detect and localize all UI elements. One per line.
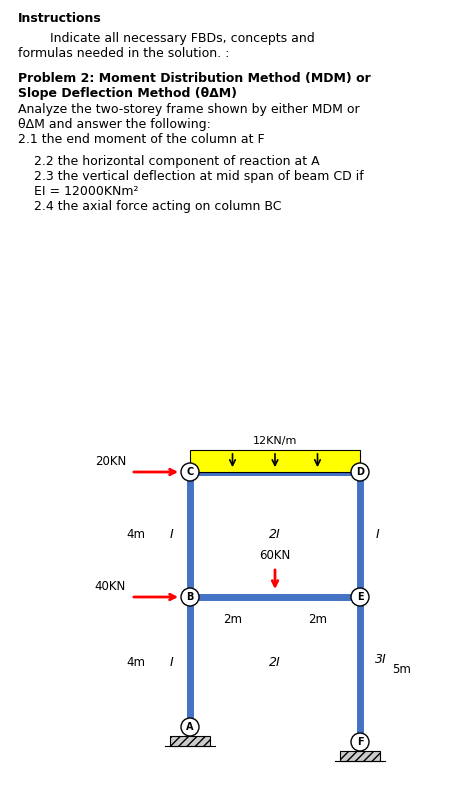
Text: 2m: 2m bbox=[308, 613, 327, 626]
Text: F: F bbox=[357, 737, 363, 747]
Text: 12KN/m: 12KN/m bbox=[253, 436, 297, 446]
Bar bbox=[340, 751, 380, 761]
Bar bbox=[170, 736, 210, 746]
Text: 2.2 the horizontal component of reaction at A: 2.2 the horizontal component of reaction… bbox=[18, 155, 319, 168]
Text: I: I bbox=[170, 656, 174, 668]
Text: 2m: 2m bbox=[223, 613, 242, 626]
Text: 2.4 the axial force acting on column BC: 2.4 the axial force acting on column BC bbox=[18, 200, 282, 213]
Text: Slope Deflection Method (θΔM): Slope Deflection Method (θΔM) bbox=[18, 87, 237, 100]
Text: 60KN: 60KN bbox=[259, 549, 291, 562]
Circle shape bbox=[351, 733, 369, 751]
Circle shape bbox=[351, 463, 369, 481]
Text: formulas needed in the solution. :: formulas needed in the solution. : bbox=[18, 47, 229, 60]
Text: D: D bbox=[356, 467, 364, 477]
Text: 5m: 5m bbox=[392, 663, 411, 676]
Text: EI = 12000KNm²: EI = 12000KNm² bbox=[18, 185, 138, 198]
Circle shape bbox=[181, 588, 199, 606]
Text: Indicate all necessary FBDs, concepts and: Indicate all necessary FBDs, concepts an… bbox=[18, 32, 315, 45]
Text: C: C bbox=[186, 467, 193, 477]
Circle shape bbox=[181, 463, 199, 481]
Text: 4m: 4m bbox=[126, 656, 145, 668]
Text: B: B bbox=[186, 592, 194, 602]
Text: 2I: 2I bbox=[269, 656, 281, 668]
Text: θΔM and answer the following:: θΔM and answer the following: bbox=[18, 118, 211, 131]
Text: 2I: 2I bbox=[269, 528, 281, 541]
Circle shape bbox=[181, 718, 199, 736]
Text: I: I bbox=[170, 528, 174, 541]
Text: Instructions: Instructions bbox=[18, 12, 102, 25]
Bar bbox=[190, 450, 360, 472]
Text: Problem 2: Moment Distribution Method (MDM) or: Problem 2: Moment Distribution Method (M… bbox=[18, 72, 371, 85]
Text: 2.1 the end moment of the column at F: 2.1 the end moment of the column at F bbox=[18, 133, 264, 146]
Text: I: I bbox=[376, 528, 380, 541]
Text: 4m: 4m bbox=[126, 528, 145, 541]
Text: 20KN: 20KN bbox=[95, 455, 126, 468]
Text: 40KN: 40KN bbox=[95, 580, 126, 593]
Text: 2.3 the vertical deflection at mid span of beam CD if: 2.3 the vertical deflection at mid span … bbox=[18, 170, 364, 183]
Text: E: E bbox=[357, 592, 363, 602]
Text: A: A bbox=[186, 722, 194, 732]
Text: Analyze the two-storey frame shown by either MDM or: Analyze the two-storey frame shown by ei… bbox=[18, 103, 360, 116]
Circle shape bbox=[351, 588, 369, 606]
Text: 3I: 3I bbox=[375, 653, 387, 666]
